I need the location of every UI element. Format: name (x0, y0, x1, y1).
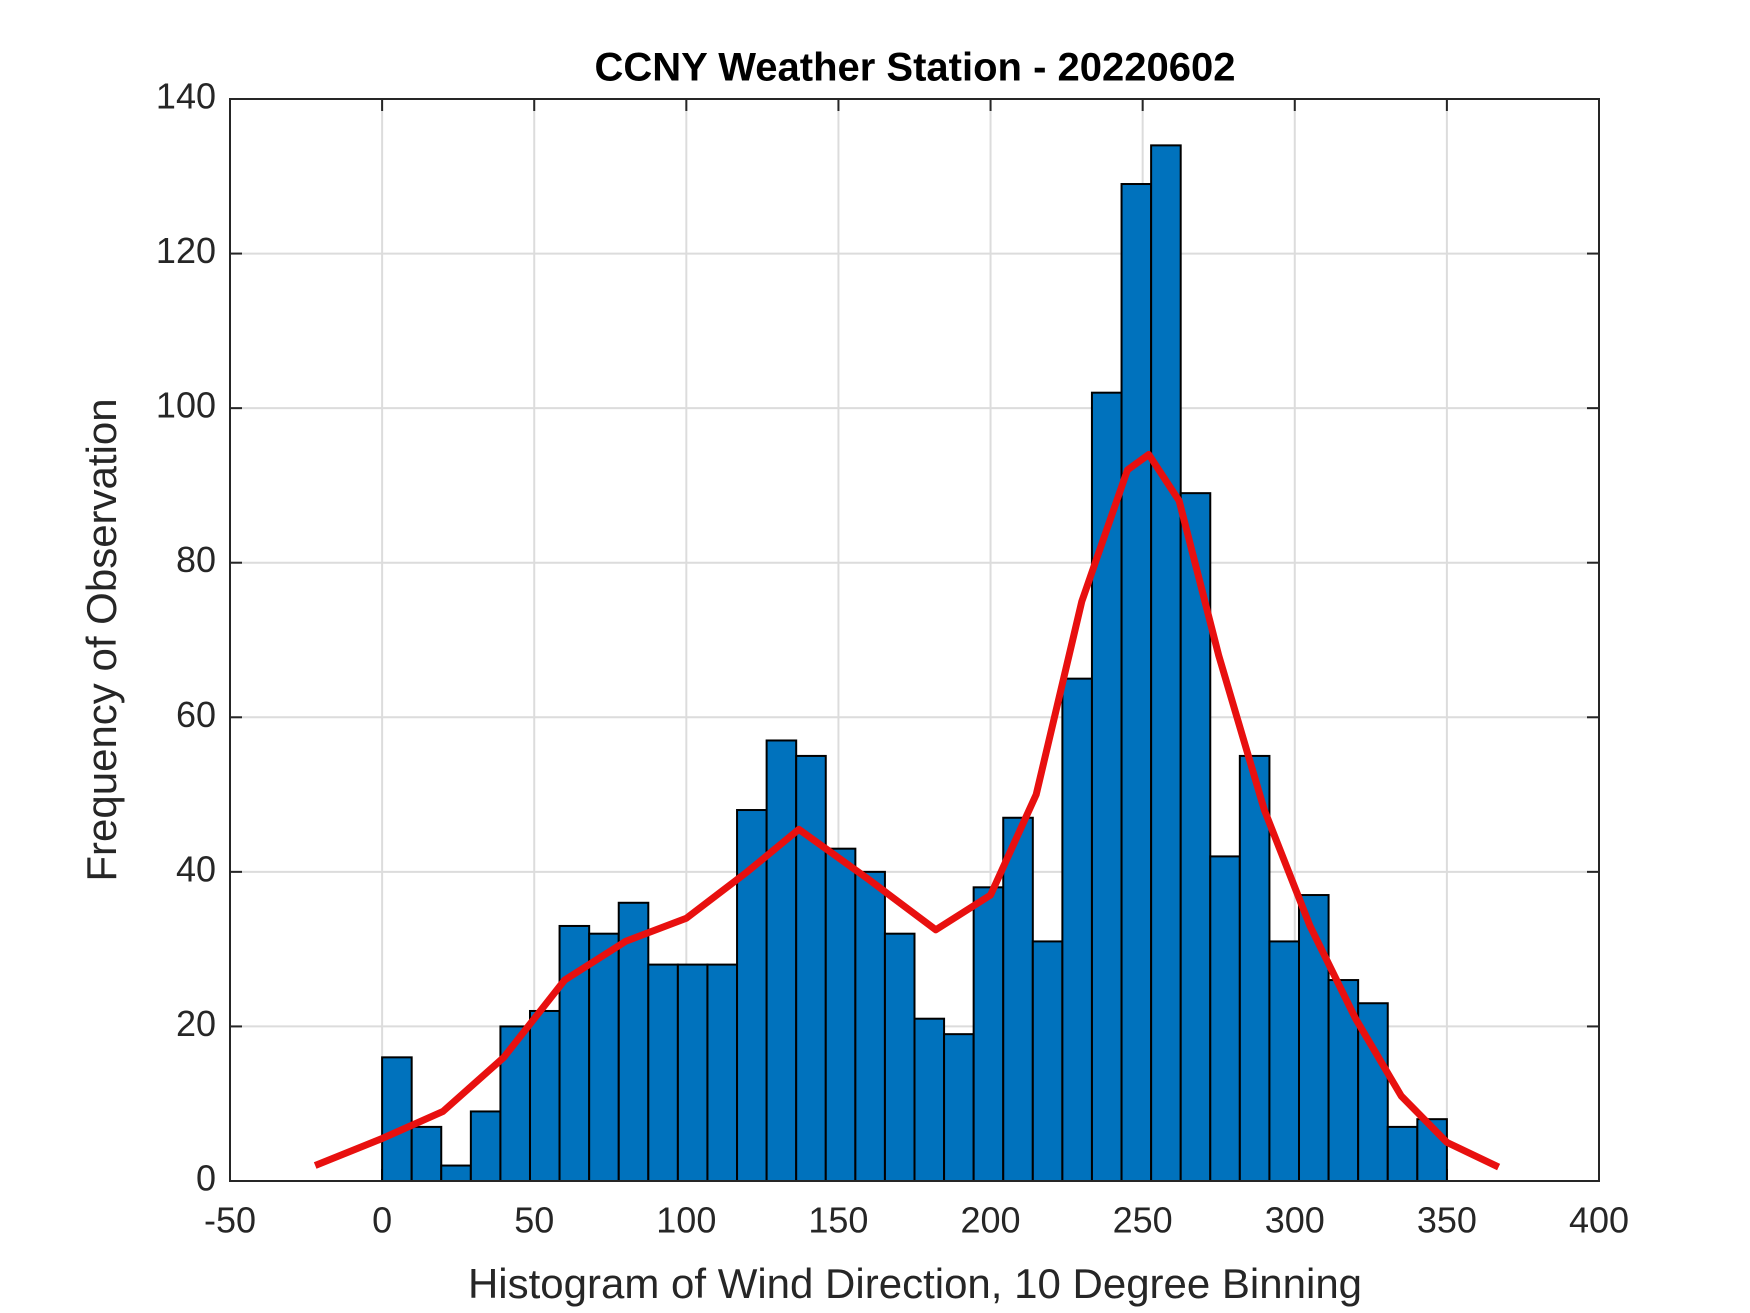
bar (440, 1164, 472, 1182)
bar (410, 1125, 443, 1183)
bar (972, 886, 1005, 1182)
x-tick-label: 250 (1113, 1200, 1173, 1241)
bar (647, 963, 679, 1182)
x-axis-label: Histogram of Wind Direction, 10 Degree B… (468, 1260, 1362, 1307)
bar (499, 1025, 531, 1183)
bar (1386, 1125, 1419, 1183)
bar (1209, 855, 1241, 1183)
bar (765, 739, 798, 1182)
y-tick-label: 40 (176, 848, 216, 889)
bar (795, 754, 827, 1183)
bar (1031, 940, 1064, 1183)
x-tick-label: 400 (1569, 1200, 1629, 1241)
bar (528, 1009, 561, 1182)
y-tick-label: 140 (156, 76, 216, 117)
bar (676, 963, 709, 1182)
x-tick-label: 350 (1417, 1200, 1477, 1241)
x-tick-label: -50 (204, 1200, 256, 1241)
bar (1002, 816, 1034, 1182)
bar (854, 870, 886, 1182)
x-tick-label: 100 (656, 1200, 716, 1241)
y-tick-label: 0 (196, 1158, 216, 1199)
chart-title: CCNY Weather Station - 20220602 (595, 46, 1236, 90)
bar (381, 1056, 413, 1183)
bar (913, 1017, 946, 1183)
bar (588, 932, 620, 1183)
y-tick-label: 100 (156, 385, 216, 426)
bar (824, 847, 857, 1183)
bar (1120, 183, 1153, 1182)
x-tick-label: 300 (1265, 1200, 1325, 1241)
x-tick-label: 150 (808, 1200, 868, 1241)
plot-frame (229, 98, 1600, 1182)
bar (706, 963, 739, 1182)
bar (1090, 391, 1123, 1182)
y-tick-label: 20 (176, 1003, 216, 1044)
bar (943, 1033, 975, 1182)
y-axis-label: Frequency of Observation (78, 398, 125, 881)
bar (1061, 677, 1093, 1183)
y-tick-label: 80 (176, 539, 216, 580)
x-tick-label: 0 (372, 1200, 392, 1241)
bar (883, 932, 916, 1183)
y-tick-label: 60 (176, 694, 216, 735)
x-tick-label: 200 (961, 1200, 1021, 1241)
x-tick-label: 50 (514, 1200, 554, 1241)
bar (1150, 144, 1182, 1182)
bar (1268, 940, 1301, 1183)
y-tick-label: 120 (156, 230, 216, 271)
density-curve (313, 451, 1501, 1171)
bar (1298, 894, 1330, 1182)
bar (469, 1110, 502, 1183)
